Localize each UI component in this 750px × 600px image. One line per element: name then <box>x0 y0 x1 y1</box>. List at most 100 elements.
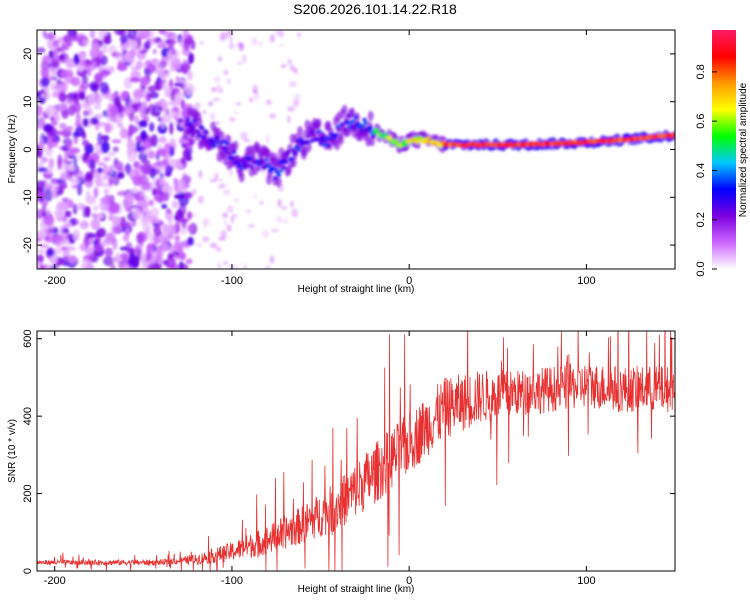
spectrogram-noise-blob <box>79 52 86 60</box>
spectrogram-noise-blob <box>194 102 201 110</box>
spectrogram-ridge-halo <box>232 140 239 151</box>
spectrogram-ridge-core <box>353 115 359 120</box>
spectrogram-ridge-core <box>419 136 424 141</box>
spectrogram-ridge-core <box>284 160 289 165</box>
spectrogram-noise-blob <box>38 243 49 249</box>
spectrogram-noise-blob <box>94 142 101 154</box>
spectrogram-noise-blob <box>113 30 125 36</box>
snr-plot-area <box>37 331 675 571</box>
spectrogram-noise-blob <box>55 130 64 136</box>
spectrogram-noise-blob <box>97 161 106 166</box>
spectrogram-noise-blob <box>99 82 109 94</box>
colorbar-gradient <box>712 30 736 269</box>
spectrogram-noise-blob <box>37 47 46 54</box>
spectrogram-noise-blob <box>81 100 89 110</box>
spectrogram-noise-blob <box>134 115 140 125</box>
spectrogram-noise-blob <box>102 43 108 54</box>
spectrogram-noise-blob <box>136 232 144 245</box>
spectrogram-noise-blob <box>107 151 116 157</box>
spectrogram-noise-blob <box>75 125 85 137</box>
spectrogram-noise-blob <box>79 220 89 230</box>
spectrogram-ridge-core <box>204 130 210 135</box>
spectrogram-noise-blob <box>56 208 65 218</box>
spectrogram-noise-blob <box>208 101 214 107</box>
spectrogram-noise-blob <box>108 177 114 186</box>
spectrogram-noise-blob <box>253 91 260 101</box>
colorbar-ticks: 0.0 0.2 0.4 0.6 0.8 <box>695 64 717 277</box>
spectrogram-ridge-core <box>192 118 197 123</box>
spectrogram-noise-blob <box>202 109 206 115</box>
spectrogram-noise-blob <box>165 234 171 247</box>
spectrogram-noise-blob <box>81 258 91 267</box>
spectrogram-ridge-core <box>217 144 222 149</box>
spectrogram-noise-blob <box>43 188 53 202</box>
spectrogram-noise-blob <box>102 35 112 45</box>
spectrogram-noise-blob <box>223 260 229 266</box>
spectrogram-noise-blob <box>162 259 168 266</box>
spectrogram-noise-blob <box>37 167 48 172</box>
spectrogram-noise-blob <box>40 66 50 79</box>
snr-ytick-label: 200 <box>22 484 34 502</box>
spectrogram-noise-blob <box>217 262 221 269</box>
spectrogram-noise-blob <box>214 172 219 181</box>
spectrogram-noise-blob <box>130 187 139 194</box>
spectrogram-noise-blob <box>287 106 295 112</box>
spectrogram-noise-blob <box>119 90 129 102</box>
spectrogram-ridge-core <box>346 113 351 118</box>
spectrogram-noise-blob <box>125 162 132 176</box>
spectrogram-noise-blob <box>202 218 211 226</box>
spectrogram-ytick-label: -10 <box>22 189 34 205</box>
spectrogram-noise-blob <box>71 184 79 189</box>
spectrogram-noise-blob <box>70 76 81 87</box>
spectrogram-noise-blob <box>236 102 241 106</box>
spectrogram-noise-blob <box>93 92 103 105</box>
spectrogram-noise-blob <box>93 187 99 198</box>
spectrogram-noise-blob <box>215 84 223 93</box>
spectrogram-ridge-core <box>193 123 198 128</box>
spectrogram-noise-blob <box>146 63 156 74</box>
spectrogram-noise-blob <box>43 33 54 40</box>
spectrogram-xtick-label: -200 <box>44 275 66 287</box>
spectrogram-ytick-label: 10 <box>22 96 34 108</box>
spectrogram-noise-blob <box>112 237 118 251</box>
spectrogram-noise-blob <box>142 205 150 213</box>
spectrogram-noise-blob <box>259 201 264 205</box>
spectrogram-noise-blob <box>94 72 103 83</box>
spectrogram-ridge-core <box>279 168 284 173</box>
spectrogram-ridge-core <box>320 136 325 141</box>
spectrogram-noise-blob <box>202 236 210 243</box>
colorbar-tick-label: 0.0 <box>695 261 707 276</box>
spectrogram-ridge-core <box>224 141 230 146</box>
spectrogram-noise-blob <box>120 44 127 52</box>
spectrogram-noise-blob <box>129 77 141 83</box>
spectrogram-noise-blob <box>38 139 45 151</box>
spectrogram-noise-blob <box>50 56 61 70</box>
spectrogram-noise-blob <box>93 243 104 251</box>
spectrogram-noise-blob <box>89 30 96 39</box>
spectrogram-ridge-core <box>307 132 313 137</box>
spectrogram-noise-blob <box>85 190 91 200</box>
spectrogram-noise-blob <box>134 244 140 255</box>
spectrogram-noise-blob <box>173 177 179 191</box>
spectrogram-noise-blob <box>290 200 294 208</box>
colorbar-tick-label: 0.6 <box>695 114 707 129</box>
spectrogram-ridge-core <box>199 125 205 130</box>
spectrogram-noise-blob <box>181 63 189 70</box>
spectrogram-noise-blob <box>52 247 63 255</box>
spectrogram-noise-blob <box>226 224 232 232</box>
spectrogram-ridge-halo <box>275 177 282 188</box>
snr-frame <box>36 330 676 572</box>
spectrogram-noise-blob <box>73 30 78 38</box>
spectrogram-ridge-core <box>311 133 316 138</box>
spectrogram-noise-blob <box>212 97 221 102</box>
spectrogram-noise-blob <box>117 172 125 179</box>
spectrogram-noise-blob <box>128 111 135 122</box>
spectrogram-noise-blob <box>180 156 187 165</box>
spectrogram-noise-blob <box>75 112 81 125</box>
spectrogram-noise-blob <box>100 141 110 154</box>
spectrogram-noise-blob <box>76 33 86 39</box>
spectrogram-ridge-halo <box>349 107 356 118</box>
spectrogram-noise-blob <box>229 36 233 45</box>
spectrogram-ridge-core <box>342 127 347 132</box>
spectrogram-noise-blob <box>168 247 174 254</box>
